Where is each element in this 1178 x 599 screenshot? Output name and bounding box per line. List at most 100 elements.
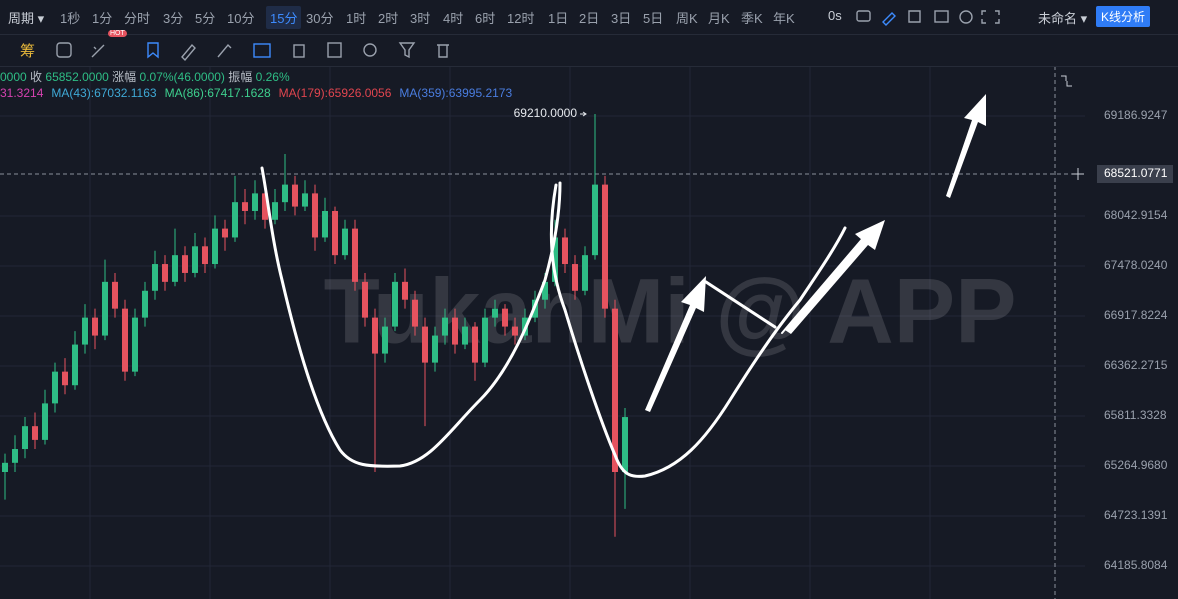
period-option[interactable]: 3时 <box>410 11 431 26</box>
candle-body <box>412 299 418 327</box>
candle-body <box>362 281 368 318</box>
candle-body <box>232 202 238 238</box>
watermark: TukanMi @ APP <box>324 260 1017 362</box>
y-tick-label: 69186.9247 <box>1104 108 1168 122</box>
candle-body <box>222 228 228 238</box>
period-option[interactable]: 5分 <box>195 11 216 26</box>
candle-icon[interactable] <box>253 43 271 58</box>
period-option[interactable]: 3日 <box>611 11 632 26</box>
settings-icon[interactable] <box>959 10 973 24</box>
candle-body <box>542 281 548 300</box>
y-tick-label: 67478.0240 <box>1104 258 1168 272</box>
refresh-interval[interactable]: 0s <box>828 8 842 23</box>
candle-body <box>42 403 48 440</box>
candle-body <box>252 193 258 211</box>
cup-curve <box>260 166 562 468</box>
y-tick-label: 65264.9680 <box>1104 458 1168 472</box>
period-option[interactable]: 1分 <box>92 11 113 26</box>
layout-name: 未命名 <box>1038 11 1078 26</box>
frame-icon[interactable] <box>908 10 921 23</box>
save-icon[interactable] <box>934 10 949 23</box>
period-option[interactable]: 周K <box>676 11 698 26</box>
close-value: 65852.0000 <box>45 70 109 84</box>
period-option[interactable]: 10分 <box>227 11 255 26</box>
amplitude-label: 振幅 <box>228 70 253 84</box>
candle-body <box>2 462 8 472</box>
arrow-3 <box>946 94 986 198</box>
period-option[interactable]: 年K <box>773 11 795 26</box>
clip-icon[interactable] <box>293 44 305 58</box>
drawing-icons <box>56 42 449 62</box>
pen-icon[interactable] <box>217 43 232 58</box>
current-price-tag <box>1097 164 1173 183</box>
change-value: 0.07%(46.0000) <box>139 70 225 84</box>
candle-body <box>612 308 618 472</box>
period-option[interactable]: 2日 <box>579 11 600 26</box>
period-option[interactable]: 6时 <box>475 11 496 26</box>
bookmark-icon[interactable] <box>147 42 159 59</box>
filter-icon[interactable] <box>398 42 416 59</box>
ma-label: 31.3214 <box>0 86 44 100</box>
current-price-label: 68521.0771 <box>1104 166 1168 180</box>
candle-body <box>582 255 588 291</box>
note-icon[interactable] <box>327 42 342 58</box>
delete-icon[interactable] <box>437 44 449 58</box>
chip-icon[interactable]: 筹 <box>20 43 36 60</box>
arrows <box>645 94 986 412</box>
candle-body <box>352 228 358 282</box>
candle-body <box>622 417 628 472</box>
period-option[interactable]: 30分 <box>306 11 334 26</box>
ohlc-info: 0000 收 65852.0000 涨幅 0.07%(46.0000) 振幅 0… <box>0 68 290 85</box>
period-option[interactable]: 分时 <box>124 11 151 26</box>
period-option[interactable]: 3分 <box>163 11 184 26</box>
camera-icon[interactable] <box>856 10 871 22</box>
candle-body <box>202 246 208 265</box>
layout-menu[interactable]: 未命名 ▾ <box>1038 11 1088 26</box>
draw-icon[interactable] <box>882 12 896 26</box>
candle-body <box>142 290 148 318</box>
y-tick-label: 66362.2715 <box>1104 358 1168 372</box>
period-option[interactable]: 15分 <box>266 6 302 29</box>
period-option[interactable]: 5日 <box>643 11 664 26</box>
y-tick-label: 68042.9154 <box>1104 208 1168 222</box>
candle-body <box>342 228 348 256</box>
candle-body <box>492 308 498 318</box>
candle-body <box>192 246 198 273</box>
period-menu[interactable]: 周期 ▾ <box>8 11 45 26</box>
magnet-icon[interactable] <box>363 43 377 57</box>
period-option[interactable]: 1时 <box>346 11 367 26</box>
period-option[interactable]: 2时 <box>378 11 399 26</box>
candle-body <box>12 449 18 463</box>
candle-body <box>552 237 558 282</box>
ruler-icon[interactable] <box>181 43 196 62</box>
candle-body <box>112 281 118 309</box>
tool-icon[interactable] <box>91 44 105 58</box>
candle-body <box>182 255 188 273</box>
period-label: 周期 <box>8 11 35 26</box>
candle-body <box>152 264 158 291</box>
close-label: 收 <box>30 70 43 84</box>
corner-icon <box>1061 75 1072 87</box>
candle-body <box>332 210 338 256</box>
period-option[interactable]: 月K <box>708 11 730 26</box>
fullscreen-icon[interactable] <box>981 10 1000 24</box>
swing-line <box>704 280 777 329</box>
candle-body <box>212 228 218 265</box>
candle-body <box>592 184 598 256</box>
y-tick-label: 64723.1391 <box>1104 508 1168 522</box>
period-option[interactable]: 1日 <box>548 11 569 26</box>
peak-arrow <box>580 111 587 117</box>
period-option[interactable]: 季K <box>741 11 763 26</box>
analysis-button[interactable]: K线分析 <box>1096 6 1151 27</box>
period-option[interactable]: 12时 <box>507 11 535 26</box>
change-label: 涨幅 <box>112 70 137 84</box>
tool-icons <box>856 10 1000 26</box>
period-option[interactable]: 4时 <box>443 11 464 26</box>
arrow-2 <box>785 220 885 334</box>
period-option[interactable]: 1秒 <box>60 11 81 26</box>
candle-body <box>372 317 378 354</box>
indicator-icon[interactable] <box>56 42 72 58</box>
candle-body <box>322 210 328 238</box>
candle-body <box>132 317 138 372</box>
